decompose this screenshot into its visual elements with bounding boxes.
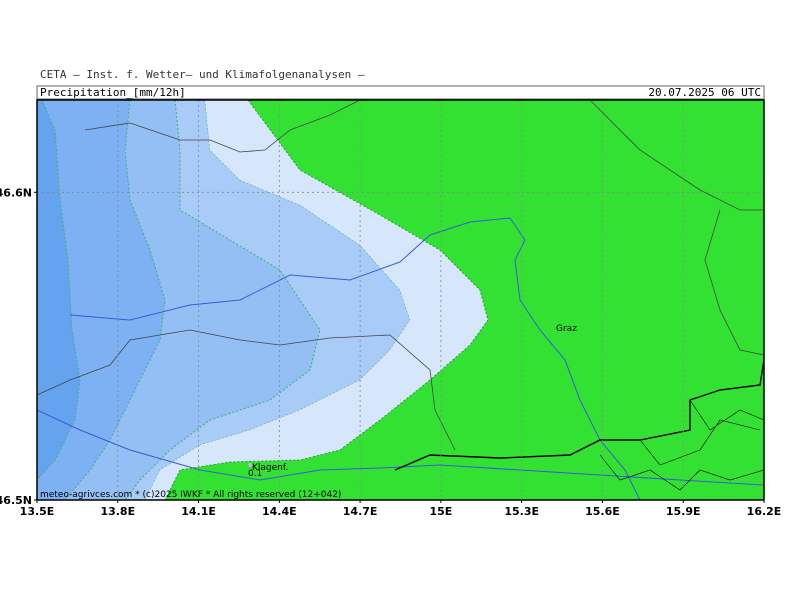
lon-tick-label: 14.1E <box>181 505 216 518</box>
lon-tick-label: 14.7E <box>343 505 378 518</box>
place-label: Klagenf. <box>252 463 288 473</box>
lon-tick-label: 14.4E <box>262 505 297 518</box>
contour-label: 0.1 <box>248 469 262 479</box>
source-line: CETA – Inst. f. Wetter– und Klimafolgena… <box>40 68 365 81</box>
lon-tick-label: 13.5E <box>20 505 55 518</box>
title: Precipitation_[mm/12h] <box>40 86 186 99</box>
river <box>37 409 764 486</box>
lon-tick-label: 13.8E <box>100 505 135 518</box>
place-label: Graz <box>556 324 577 334</box>
lon-tick-label: 16.2E <box>747 505 782 518</box>
lat-tick-label: 46.6N <box>0 186 32 199</box>
title-box <box>36 85 765 100</box>
footer: meteo-agrivces.com * (c)2025 IWKF * All … <box>40 490 341 500</box>
regional-borders <box>599 399 764 491</box>
lon-tick-label: 15E <box>429 505 452 518</box>
no-precip-area <box>164 100 764 500</box>
border <box>37 329 456 451</box>
map-area <box>37 100 764 500</box>
grid <box>37 100 764 500</box>
precip-band <box>145 100 488 500</box>
border <box>84 100 361 153</box>
map-frame <box>36 99 765 501</box>
datetime: 20.07.2025 06 UTC <box>648 86 761 99</box>
lat-tick-label: 46.5N <box>0 494 32 507</box>
border <box>704 209 764 356</box>
lon-tick-label: 15.3E <box>504 505 539 518</box>
lon-tick-label: 15.9E <box>666 505 701 518</box>
border <box>589 100 764 211</box>
lon-tick-label: 15.6E <box>585 505 620 518</box>
place-marker <box>248 463 252 467</box>
river <box>69 217 641 500</box>
